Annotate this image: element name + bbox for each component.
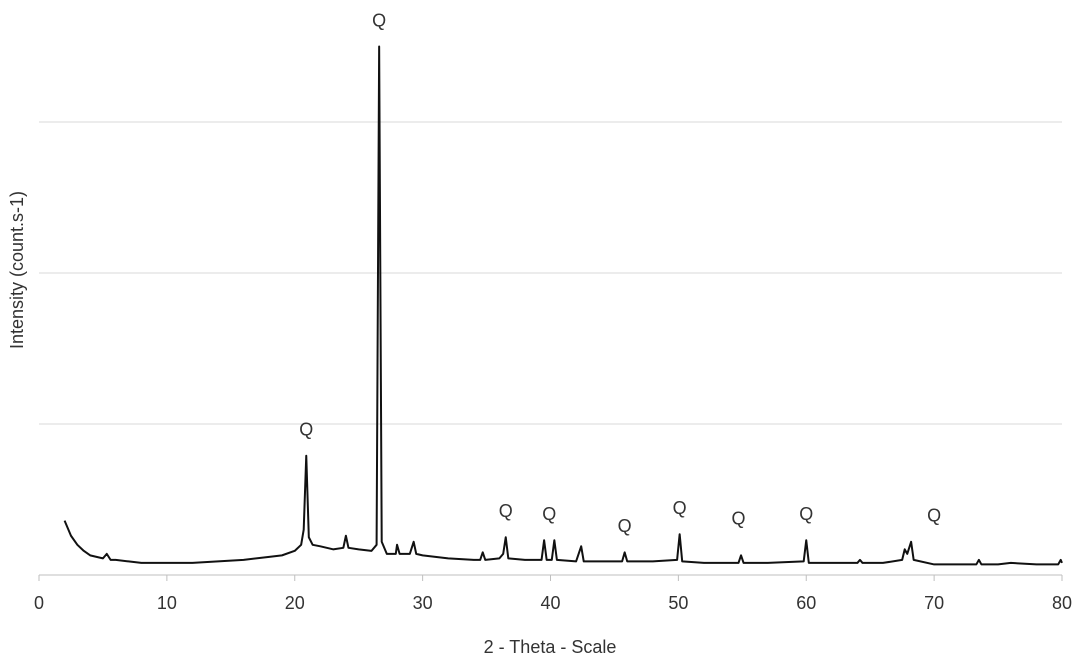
annotation: Q — [927, 506, 941, 526]
y-axis-title: Intensity (count.s-1) — [7, 191, 27, 349]
annotation: Q — [799, 504, 813, 524]
annotation: Q — [299, 419, 313, 439]
x-tick-label: 50 — [668, 593, 688, 613]
x-tick-label: 10 — [157, 593, 177, 613]
chart: 2 - Theta - Scale Intensity (count.s-1) … — [0, 0, 1085, 661]
x-tick-label: 30 — [413, 593, 433, 613]
data-line — [65, 47, 1062, 565]
x-tick-label: 0 — [34, 593, 44, 613]
annotation: Q — [499, 501, 513, 521]
x-tick-label: 60 — [796, 593, 816, 613]
x-tick-label: 20 — [285, 593, 305, 613]
annotation: Q — [731, 509, 745, 529]
x-tick-label: 40 — [540, 593, 560, 613]
annotation: Q — [618, 516, 632, 536]
x-tick-label: 80 — [1052, 593, 1072, 613]
annotation: Q — [673, 498, 687, 518]
annotation: Q — [372, 10, 386, 30]
x-tick-label: 70 — [924, 593, 944, 613]
annotation: Q — [542, 504, 556, 524]
x-axis-title: 2 - Theta - Scale — [484, 637, 617, 657]
